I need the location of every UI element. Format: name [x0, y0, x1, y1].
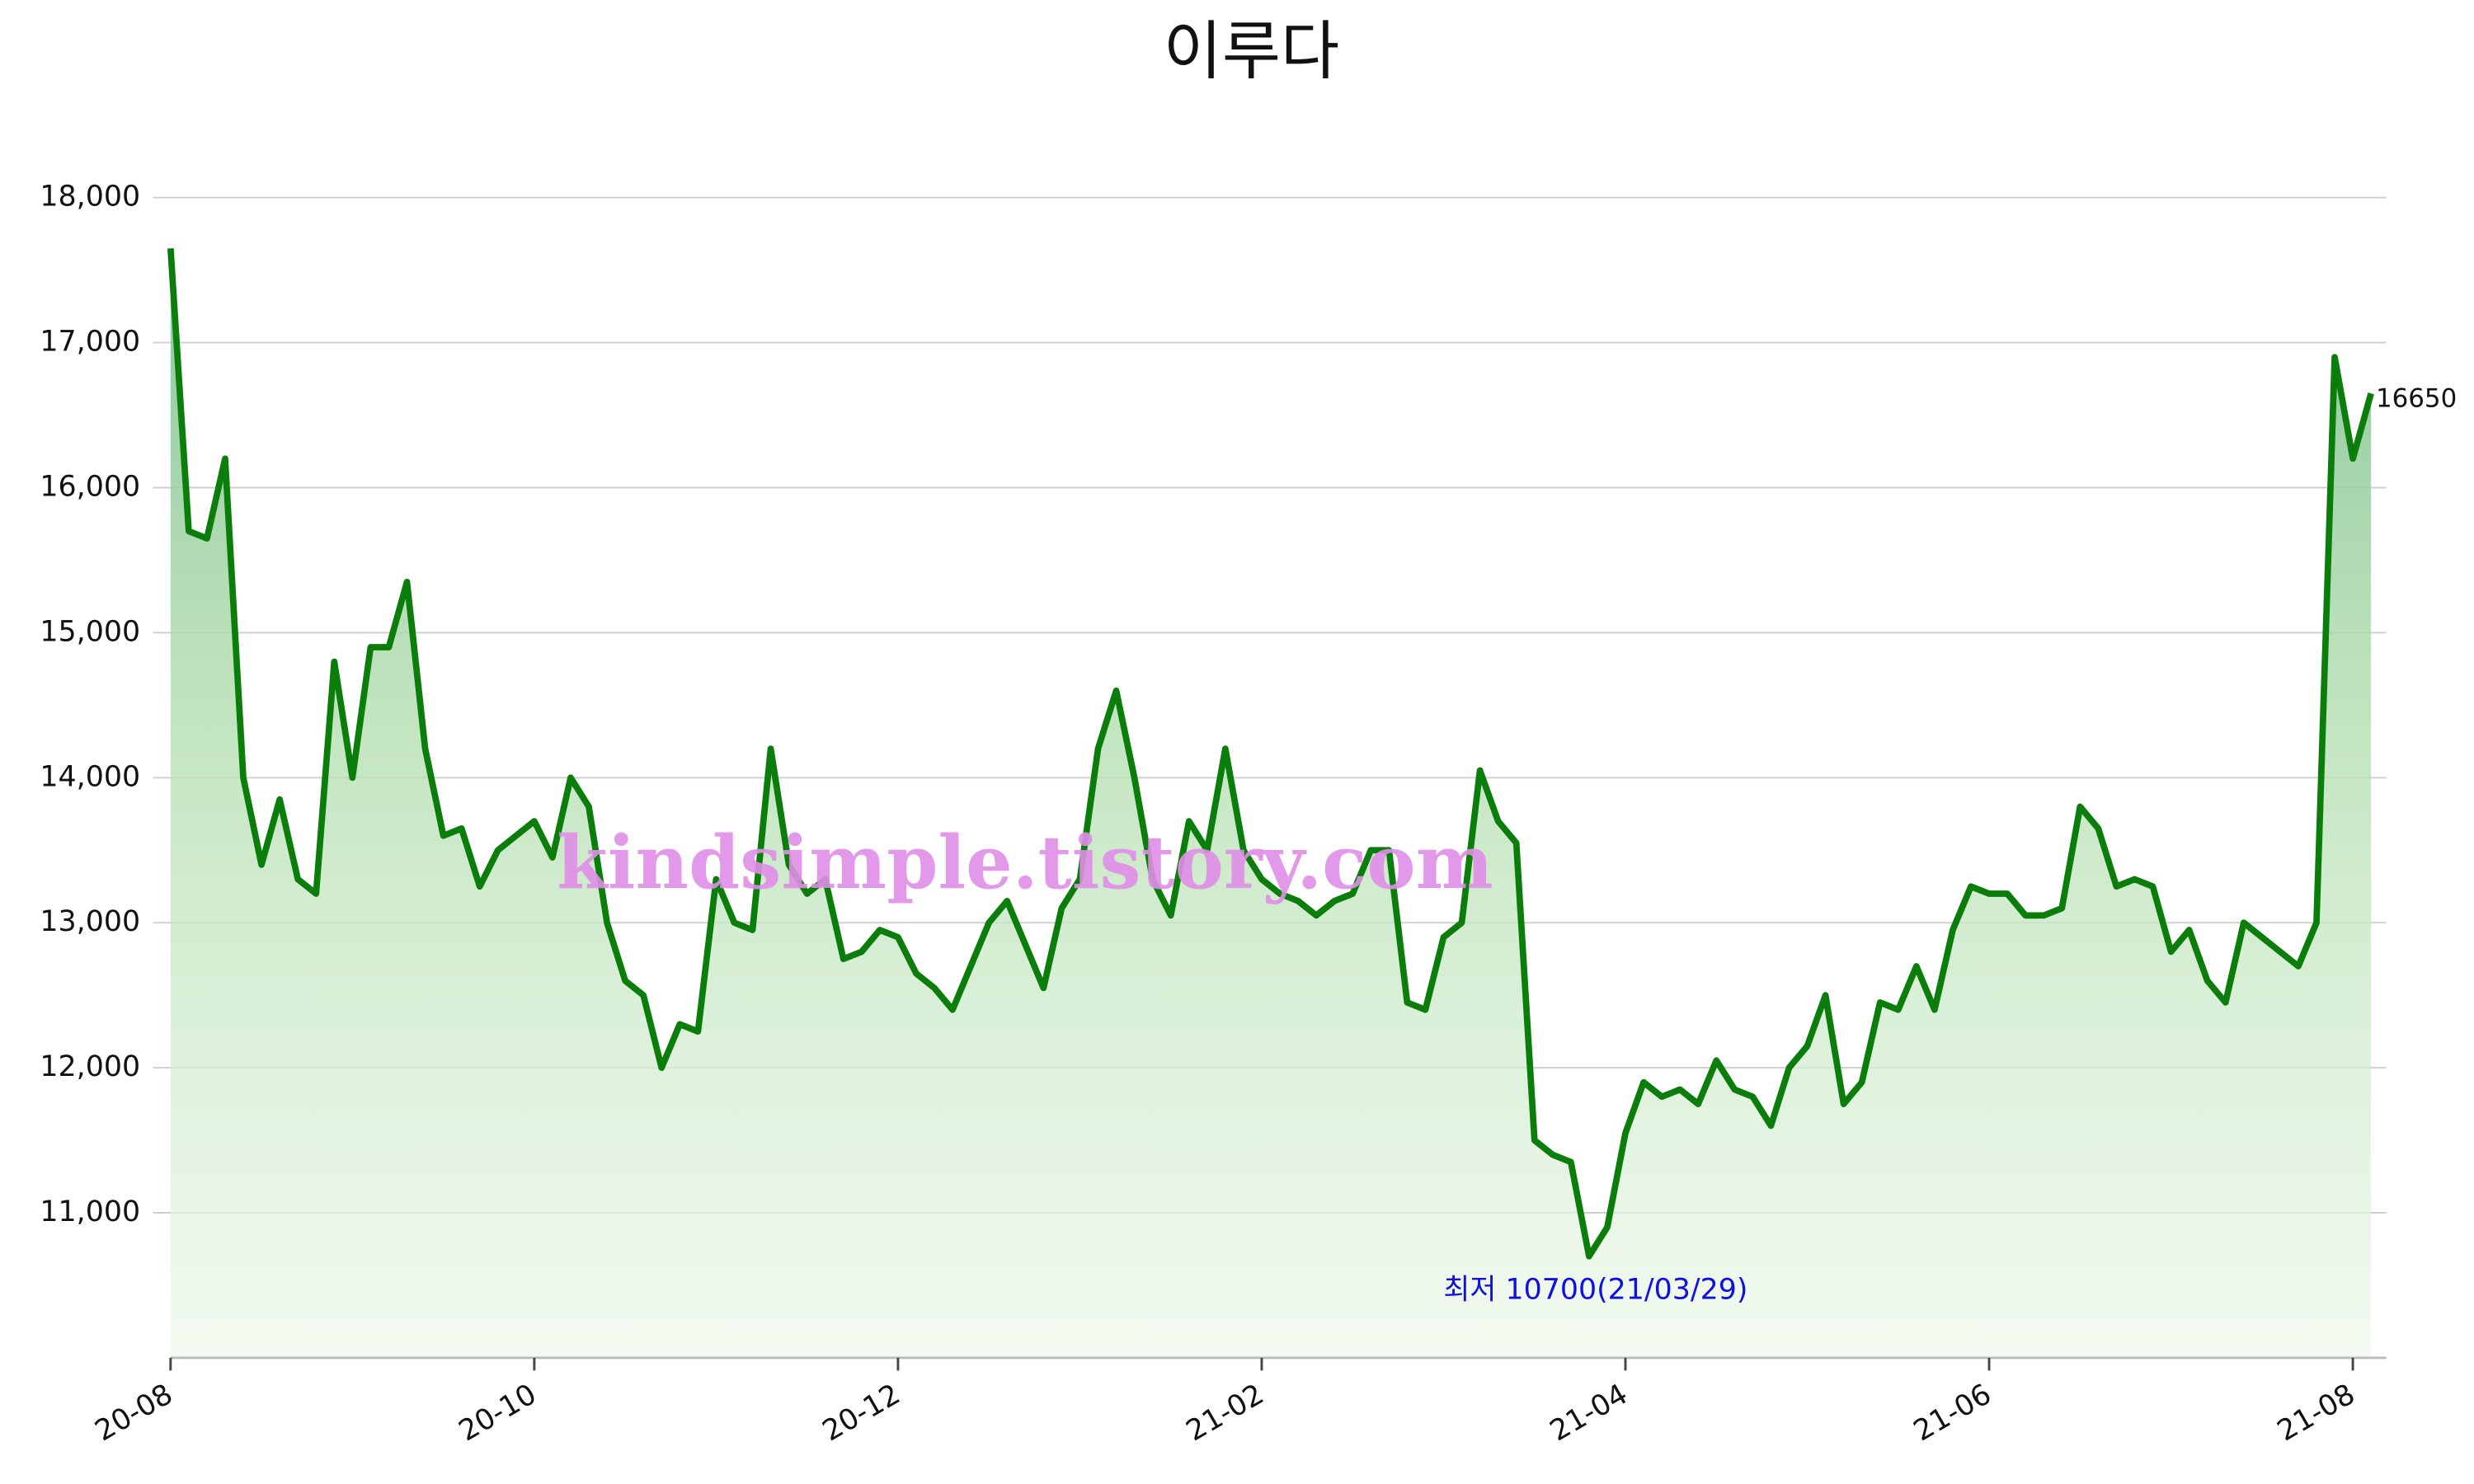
y-tick-label: 14,000: [40, 760, 140, 793]
x-tick-label: 21-02: [1181, 1378, 1270, 1448]
y-tick-label: 11,000: [40, 1195, 140, 1228]
min-annotation: 최저 10700(21/03/29): [1443, 1274, 1747, 1307]
x-tick-label: 20-12: [817, 1378, 906, 1448]
y-tick-label: 15,000: [40, 615, 140, 648]
x-tick-label: 21-04: [1545, 1378, 1634, 1448]
x-tick-label: 21-06: [1908, 1378, 1997, 1448]
x-tick-label: 20-10: [454, 1378, 543, 1448]
x-tick-label: 20-08: [90, 1378, 179, 1448]
x-tick-label: 21-08: [2272, 1378, 2361, 1448]
price-line: [167, 248, 2374, 1260]
area: [170, 248, 2372, 1358]
chart-title: 이루다: [1164, 15, 1339, 89]
watermark: kindsimple.tistory.com: [557, 819, 1493, 905]
y-tick-label: 12,000: [40, 1050, 140, 1083]
last-value-label: 16650: [2376, 383, 2457, 413]
y-tick-label: 13,000: [40, 905, 140, 938]
y-tick-label: 17,000: [40, 326, 140, 359]
y-tick-label: 16,000: [40, 470, 140, 503]
y-tick-label: 18,000: [40, 181, 140, 214]
